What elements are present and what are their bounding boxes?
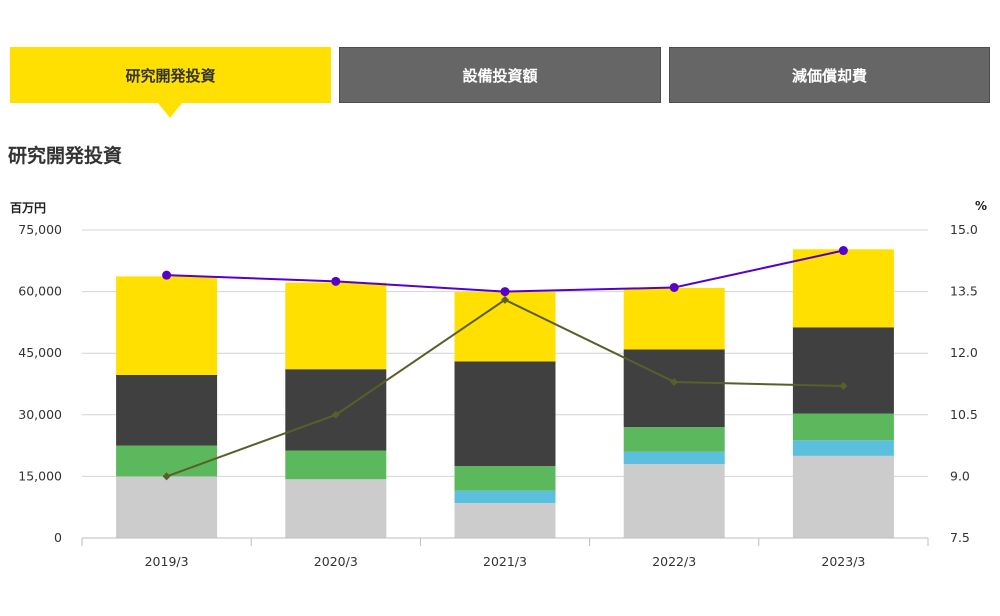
tab-rd-investment[interactable]: 研究開発投資 bbox=[10, 47, 331, 103]
bar-segment bbox=[623, 287, 725, 350]
line-point bbox=[331, 410, 340, 419]
bar-segment bbox=[454, 466, 556, 491]
bar-segment bbox=[454, 490, 556, 504]
line-point bbox=[669, 282, 679, 292]
y-left-tick-label: 45,000 bbox=[18, 345, 62, 360]
tab-depreciation[interactable]: 減価償却費 bbox=[669, 47, 990, 103]
bar-segment bbox=[116, 445, 218, 477]
y-left-tick-label: 30,000 bbox=[18, 407, 62, 422]
y-left-tick-label: 75,000 bbox=[18, 222, 62, 237]
y-right-tick-label: 12.0 bbox=[950, 345, 978, 360]
x-tick-label: 2019/3 bbox=[145, 554, 189, 569]
bar-segment bbox=[285, 282, 387, 370]
bar-segment bbox=[792, 455, 894, 538]
y-right-tick-label: 13.5 bbox=[950, 284, 978, 299]
bar-segment bbox=[285, 450, 387, 480]
bar-segment bbox=[454, 361, 556, 467]
bar-segment bbox=[792, 413, 894, 441]
line-point bbox=[162, 270, 172, 280]
tab-label: 設備投資額 bbox=[462, 66, 538, 85]
active-tab-pointer bbox=[158, 103, 182, 118]
bar-segment bbox=[623, 451, 725, 465]
line-point bbox=[838, 246, 848, 256]
bar-segment bbox=[285, 369, 387, 451]
section-title: 研究開発投資 bbox=[8, 145, 123, 167]
y-right-tick-label: 9.0 bbox=[950, 468, 970, 483]
y-left-tick-label: 0 bbox=[54, 530, 62, 545]
bar-segment bbox=[792, 440, 894, 456]
x-tick-label: 2021/3 bbox=[483, 554, 527, 569]
line-point bbox=[331, 276, 341, 286]
x-tick-label: 2023/3 bbox=[821, 554, 865, 569]
bar-segment bbox=[623, 349, 725, 428]
line-point bbox=[501, 295, 509, 304]
line-point bbox=[839, 382, 848, 391]
tab-label: 減価償却費 bbox=[791, 66, 867, 85]
x-tick-label: 2022/3 bbox=[652, 554, 696, 569]
y-right-tick-label: 7.5 bbox=[950, 530, 970, 545]
y-right-tick-label: 15.0 bbox=[950, 222, 978, 237]
line-point bbox=[500, 287, 510, 297]
bar-segment bbox=[792, 249, 894, 328]
bar-segment bbox=[116, 374, 218, 446]
x-tick-label: 2020/3 bbox=[314, 554, 358, 569]
bar-segment bbox=[116, 476, 218, 538]
bar-segment bbox=[623, 427, 725, 452]
bar-segment bbox=[454, 503, 556, 538]
tab-label: 研究開発投資 bbox=[125, 66, 216, 85]
y-left-tick-label: 60,000 bbox=[18, 284, 62, 299]
bar-segment bbox=[285, 479, 387, 538]
bar-segment bbox=[623, 464, 725, 538]
tab-capex[interactable]: 設備投資額 bbox=[339, 47, 661, 103]
bar-segment bbox=[116, 276, 218, 375]
y-left-tick-label: 15,000 bbox=[18, 468, 62, 483]
y-right-tick-label: 10.5 bbox=[950, 407, 978, 422]
tab-bar: 研究開発投資 設備投資額 減価償却費 bbox=[10, 47, 990, 104]
left-axis-unit: 百万円 bbox=[10, 201, 47, 215]
line-point bbox=[670, 377, 679, 386]
series-line bbox=[166, 249, 844, 293]
right-axis-unit: % bbox=[975, 199, 988, 213]
bar-segment bbox=[792, 327, 894, 414]
line-point bbox=[162, 472, 171, 481]
